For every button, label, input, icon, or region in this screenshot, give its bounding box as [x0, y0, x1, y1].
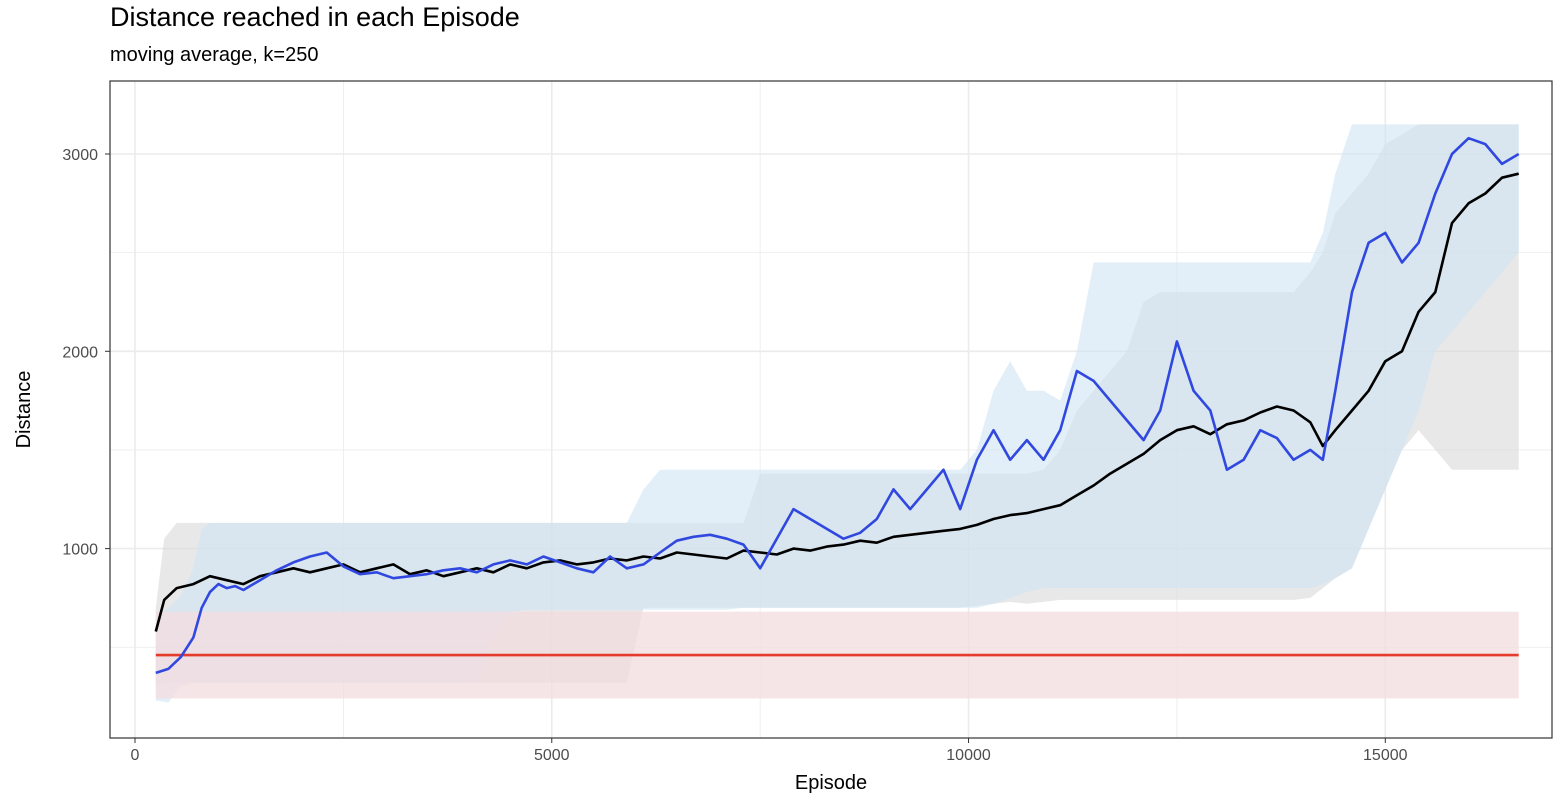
band-series-3	[155, 124, 1519, 703]
y-axis-ticks: 1000 2000 3000	[62, 147, 110, 559]
chart-subtitle: moving average, k=250	[110, 44, 319, 66]
series-line-2	[154, 172, 1520, 632]
x-axis-label: Episode	[795, 772, 867, 794]
y-tick-label: 2000	[62, 344, 98, 361]
x-tick-label: 15000	[1363, 747, 1408, 764]
y-axis-label: Distance	[13, 371, 35, 449]
plot-panel-border	[109, 80, 1553, 739]
x-tick-label: 0	[131, 747, 140, 764]
confidence-bands	[155, 124, 1519, 703]
y-tick-label: 1000	[62, 542, 98, 559]
series-lines	[154, 136, 1520, 675]
y-tick-label: 3000	[62, 147, 98, 164]
chart-title: Distance reached in each Episode	[110, 2, 520, 32]
x-axis-ticks: 0 5000 10000 15000	[131, 738, 1408, 764]
series-line-3	[155, 136, 1520, 675]
x-tick-label: 10000	[946, 747, 991, 764]
x-tick-label: 5000	[534, 747, 570, 764]
